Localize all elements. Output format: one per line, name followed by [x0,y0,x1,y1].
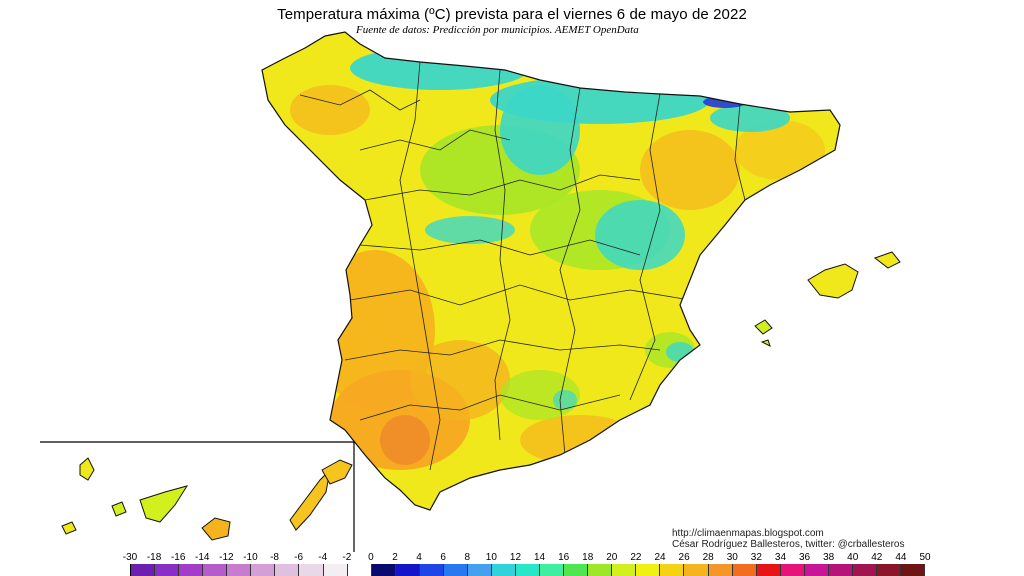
legend-swatch [347,564,372,576]
legend-label: -18 [146,552,162,563]
legend-swatch [636,564,661,576]
legend-swatch [804,564,829,576]
legend-swatch [660,564,685,576]
legend-label: 26 [678,552,690,563]
legend-swatch [708,564,733,576]
legend-label: 6 [440,552,446,563]
legend-label: 28 [702,552,714,563]
legend-swatch [443,564,468,576]
legend-swatch [756,564,781,576]
legend-swatch [179,564,204,576]
legend-swatch [876,564,901,576]
legend-label: 34 [774,552,787,563]
legend-label: -16 [170,552,186,563]
legend-swatch [299,564,324,576]
legend-swatch [155,564,180,576]
legend-label: 18 [582,552,594,563]
legend-label: 2 [392,552,398,563]
legend-label: 38 [823,552,835,563]
legend-swatch [275,564,300,576]
legend-swatch [467,564,492,576]
legend-label: 14 [533,552,546,563]
legend-swatch [732,564,757,576]
balearic-islands [754,251,901,347]
canary-islands-inset [40,441,355,552]
legend-swatch [419,564,444,576]
legend-label: -12 [219,552,234,563]
color-legend [130,564,926,576]
legend-swatch [780,564,805,576]
legend-swatch [612,564,637,576]
legend-swatch [227,564,252,576]
credit-author: César Rodríguez Ballesteros, twitter: @c… [672,539,905,550]
legend-swatch [131,564,156,576]
legend-label: 30 [726,552,738,563]
legend-swatch [684,564,709,576]
legend-label: 8 [464,552,471,563]
legend-swatch [516,564,541,576]
legend-label: 22 [630,552,642,563]
legend-label: -30 [122,552,138,563]
legend-label: -6 [294,552,304,563]
legend-swatch [588,564,613,576]
legend-labels: -30 -18 -16 -14 -12 -10 -8 -6 -4 -2 0 2 4 6 8 10 12 14 16 1… [0,552,1024,564]
legend-label: 20 [606,552,618,563]
legend-label: -8 [270,552,279,563]
legend-label: -2 [342,552,352,563]
legend-label: 4 [416,552,422,563]
map-subtitle: Fuente de datos: Predicción por municipi… [356,24,639,36]
legend-label: 44 [895,552,907,563]
legend-label: -4 [318,552,328,563]
legend-label: 50 [919,552,931,563]
legend-swatch [828,564,853,576]
legend-label: 12 [509,552,522,563]
legend-swatch [203,564,228,576]
legend-label: 24 [654,552,666,563]
legend-label: 10 [485,552,497,563]
legend-swatch [901,564,926,576]
credit-website: http://climaenmapas.blogspot.com [672,528,824,539]
legend-label: 40 [847,552,859,563]
legend-swatch [371,564,396,576]
legend-swatch [251,564,276,576]
legend-swatch [395,564,420,576]
legend-label: -10 [243,552,258,563]
legend-label: 32 [750,552,762,563]
iberian-peninsula [261,31,841,511]
map-title: Temperatura máxima (ºC) prevista para el… [277,6,747,23]
legend-swatch [564,564,589,576]
legend-label: 36 [798,552,811,563]
legend-swatch [852,564,877,576]
legend-swatch [323,564,348,576]
legend-swatch [491,564,516,576]
legend-swatch [540,564,565,576]
legend-label: 0 [368,552,374,563]
legend-label: 42 [871,552,883,563]
legend-label: -14 [195,552,210,563]
legend-label: 16 [558,552,570,563]
